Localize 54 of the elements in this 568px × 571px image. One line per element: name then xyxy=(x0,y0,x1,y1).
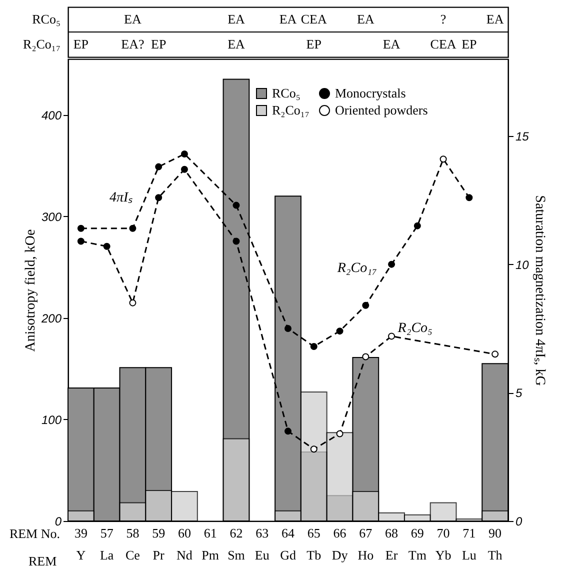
text: EA xyxy=(228,12,245,26)
x-tick-label: 65 Tb xyxy=(306,526,322,562)
x-tick-label: 63 Eu xyxy=(254,526,270,562)
y-axis-title: Anisotropy field, kOe xyxy=(23,229,38,352)
text: EA xyxy=(228,36,245,52)
text: CEA xyxy=(300,12,327,26)
text: EA xyxy=(356,12,374,26)
y2-tick-label: 15 xyxy=(516,130,530,144)
y2-tick-label: 0 xyxy=(516,514,522,528)
y2-tick-label: 5 xyxy=(516,386,522,400)
text: CEA xyxy=(430,36,456,52)
y-tick-label: 0 xyxy=(54,514,62,528)
x-tick-label: 61 Pm xyxy=(202,526,220,562)
text: EA xyxy=(486,12,504,26)
y2-axis-title: Saturation magnetization 4πIₛ, kG xyxy=(532,195,547,386)
text: EP xyxy=(73,36,89,52)
text: EA xyxy=(124,12,142,26)
category-label: RCo₅ xyxy=(32,12,60,26)
x-tick-label: 66 Dy xyxy=(332,526,348,562)
text: REM No. xyxy=(9,526,60,541)
series-label: R₂Co₅ xyxy=(396,321,433,336)
x-tick-label: 39 Y xyxy=(74,526,88,562)
text: EA? xyxy=(121,36,144,52)
x-tick-label: 90 Th xyxy=(488,526,503,562)
x-tick-label: 60 Nd xyxy=(176,526,193,562)
legend-label: Oriented powders xyxy=(335,102,428,118)
y-tick-label: 300 xyxy=(41,210,62,224)
x-tick-label: 68 Er xyxy=(385,526,398,562)
legend-label: RCo₅ xyxy=(272,86,300,100)
category-label: R₂Co₁₇ xyxy=(23,36,60,52)
x-tick-label: 67 Ho xyxy=(358,526,374,562)
text: EA xyxy=(382,36,400,52)
x-tick-label: 57 La xyxy=(100,526,114,562)
text: EP xyxy=(306,36,322,52)
legend-label: R₂Co₁₇ xyxy=(272,102,310,118)
y-tick-label: 200 xyxy=(40,311,62,326)
text: EA xyxy=(279,12,297,26)
x-tick-label: 59 Pr xyxy=(152,526,166,562)
x-tick-label: 62 Sm xyxy=(228,526,245,562)
x-tick-label: 64 Gd xyxy=(280,526,296,562)
text: ? xyxy=(440,12,446,26)
legend-label: Monocrystals xyxy=(335,86,406,100)
x-tick-label: 70 Yb xyxy=(435,526,452,562)
y-tick-label: 100 xyxy=(41,412,62,427)
x-tick-label: 71 Lu xyxy=(462,526,477,562)
x-tick-label: 69 Tm xyxy=(408,526,426,562)
text: EP xyxy=(151,36,166,52)
annotation: 4πIₛ xyxy=(109,190,134,206)
x-axis-title: REM xyxy=(28,554,58,568)
text: EP xyxy=(462,36,477,52)
y-tick-label: 400 xyxy=(41,108,62,122)
x-tick-label: 58 Ce xyxy=(125,526,140,562)
y2-tick-label: 10 xyxy=(516,258,530,272)
series-label: R₂Co₁₇ xyxy=(336,261,377,276)
